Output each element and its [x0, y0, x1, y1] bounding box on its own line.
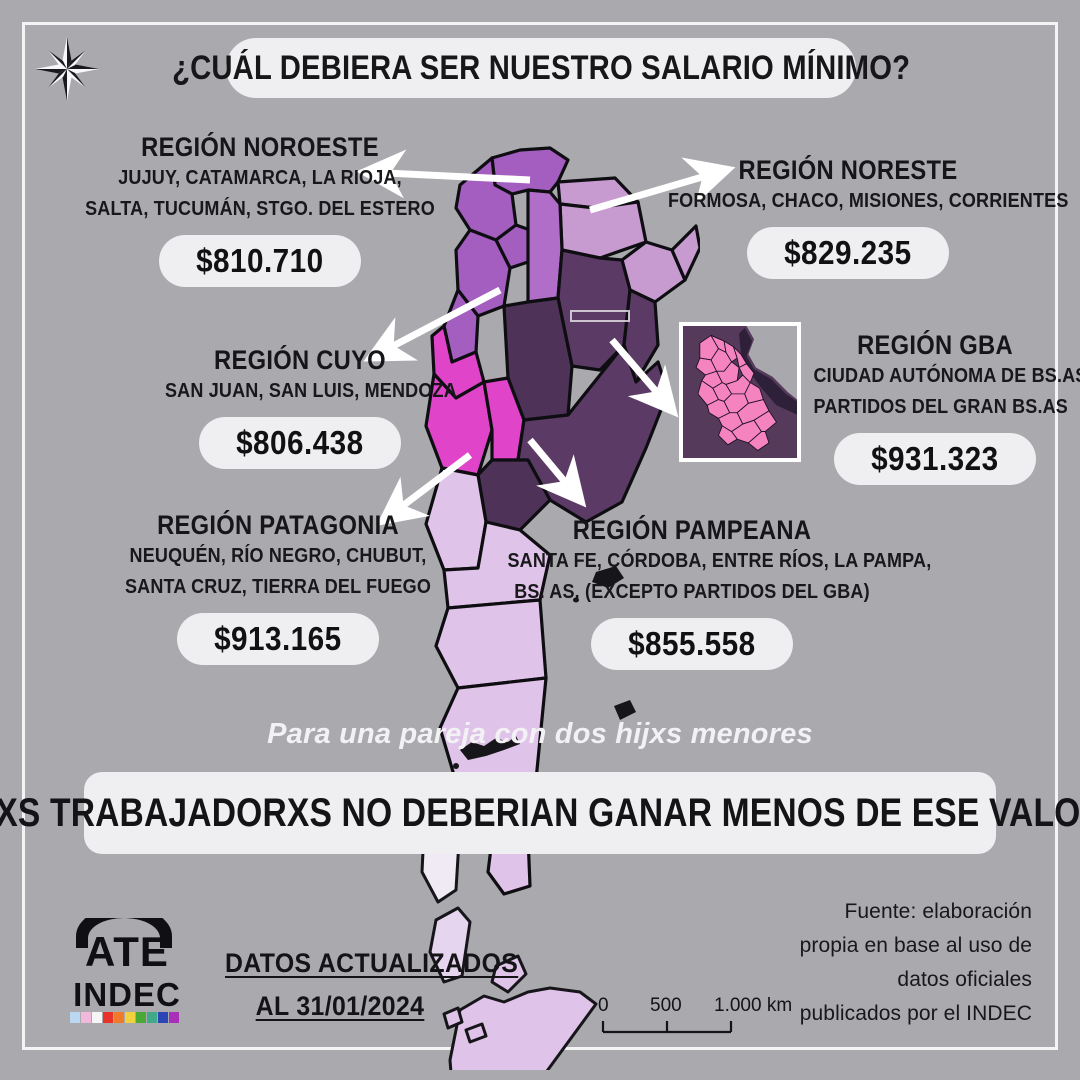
logo-swatch-5 [125, 1012, 135, 1023]
region-patagonia: REGIÓN PATAGONIA NEUQUÉN, RÍO NEGRO, CHU… [108, 510, 448, 665]
region-noroeste: REGIÓN NOROESTE JUJUY, CATAMARCA, LA RIO… [60, 132, 460, 287]
source-line-4: publicados por el INDEC [799, 1002, 1032, 1026]
logo-swatch-3 [103, 1012, 113, 1023]
region-gba-amount-pill: $931.323 [834, 433, 1036, 485]
region-pampeana-amount-pill: $855.558 [591, 618, 793, 670]
scale-tick-0: 0 [598, 995, 609, 1016]
region-patagonia-amount-pill: $913.165 [177, 613, 379, 665]
region-patagonia-title: REGIÓN PATAGONIA [157, 510, 399, 540]
region-gba-provinces-line1: CIUDAD AUTÓNOMA DE BS.AS. [813, 365, 1080, 387]
scale-tick-1000: 1.000 km [714, 995, 793, 1016]
region-patagonia-provinces-line2: SANTA CRUZ, TIERRA DEL FUEGO [125, 576, 432, 598]
logo-color-swatches [70, 1012, 179, 1023]
scale-bar-ruler [601, 1021, 733, 1034]
main-banner: LXS TRABAJADORXS NO DEBERIAN GANAR MENOS… [0, 772, 1080, 854]
svg-text:ATE: ATE [85, 928, 169, 975]
scale-tick-500: 500 [650, 995, 682, 1016]
region-cuyo-title: REGIÓN CUYO [214, 345, 386, 375]
region-noroeste-title: REGIÓN NOROESTE [141, 132, 379, 162]
region-gba-amount: $931.323 [871, 440, 999, 477]
region-pampeana-provinces-line2: BS. AS. (EXCEPTO PARTIDOS DEL GBA) [514, 581, 870, 603]
region-noreste-amount-pill: $829.235 [747, 227, 949, 279]
source-line-2: propia en base al uso de [799, 934, 1032, 958]
region-gba-title: REGIÓN GBA [857, 330, 1013, 360]
region-cuyo-provinces-line1: SAN JUAN, SAN LUIS, MENDOZA [165, 380, 457, 402]
subtitle-couple-two-children: Para una pareja con dos hijxs menores [267, 718, 813, 750]
logo-swatch-9 [169, 1012, 179, 1023]
gba-inset-locator-box [570, 310, 630, 322]
region-noreste-provinces-line1: FORMOSA, CHACO, MISIONES, CORRIENTES [668, 190, 1069, 212]
region-noreste: REGIÓN NORESTE FORMOSA, CHACO, MISIONES,… [648, 155, 1069, 279]
update-note: DATOS ACTUALIZADOS AL 31/01/2024 [215, 942, 519, 1028]
logo-swatch-7 [147, 1012, 157, 1023]
svg-text:INDEC: INDEC [73, 976, 181, 1013]
page-title-text: ¿CUÁL DEBIERA SER NUESTRO SALARIO MÍNIMO… [171, 48, 911, 87]
region-patagonia-amount: $913.165 [214, 620, 342, 657]
region-cuyo: REGIÓN CUYO SAN JUAN, SAN LUIS, MENDOZA … [150, 345, 457, 469]
region-noreste-amount: $829.235 [784, 234, 912, 271]
region-gba-provinces-line2: PARTIDOS DEL GRAN BS.AS [813, 396, 1069, 418]
main-banner-text: LXS TRABAJADORXS NO DEBERIAN GANAR MENOS… [0, 790, 1080, 835]
source-line-3: datos oficiales [897, 968, 1032, 992]
gba-inset-map [679, 322, 801, 462]
logo-swatch-1 [81, 1012, 91, 1023]
region-pampeana-title: REGIÓN PAMPEANA [572, 515, 812, 545]
logo-swatch-2 [92, 1012, 102, 1023]
region-pampeana: REGIÓN PAMPEANA SANTA FE, CÓRDOBA, ENTRE… [487, 515, 932, 670]
region-noroeste-amount-pill: $810.710 [159, 235, 361, 287]
region-noroeste-provinces-line2: SALTA, TUCUMÁN, STGO. DEL ESTERO [85, 198, 435, 220]
page-title: ¿CUÁL DEBIERA SER NUESTRO SALARIO MÍNIMO… [172, 38, 910, 98]
region-pampeana-amount: $855.558 [628, 625, 756, 662]
logo-swatch-8 [158, 1012, 168, 1023]
region-noroeste-provinces-line1: JUJUY, CATAMARCA, LA RIOJA, [118, 167, 402, 189]
update-note-line1: DATOS ACTUALIZADOS [225, 948, 519, 978]
region-noroeste-amount: $810.710 [196, 242, 324, 279]
source-line-1: Fuente: elaboración [844, 900, 1032, 923]
region-cuyo-amount-pill: $806.438 [199, 417, 401, 469]
ate-indec-logo: ATE INDEC [68, 918, 186, 1033]
logo-swatch-0 [70, 1012, 80, 1023]
compass-rose-icon [30, 32, 104, 106]
region-noreste-title: REGIÓN NORESTE [738, 155, 958, 185]
region-gba: REGIÓN GBA CIUDAD AUTÓNOMA DE BS.AS. PAR… [800, 330, 1080, 485]
update-note-line2: AL 31/01/2024 [255, 991, 425, 1022]
region-patagonia-provinces-line1: NEUQUÉN, RÍO NEGRO, CHUBUT, [129, 545, 427, 567]
region-pampeana-provinces-line1: SANTA FE, CÓRDOBA, ENTRE RÍOS, LA PAMPA, [507, 550, 932, 572]
logo-swatch-6 [136, 1012, 146, 1023]
map-scale-bar: 0 500 1.000 km [598, 995, 813, 1039]
source-note: Fuente: elaboración propia en base al us… [792, 895, 1032, 1031]
region-cuyo-amount: $806.438 [236, 424, 364, 461]
logo-swatch-4 [114, 1012, 124, 1023]
